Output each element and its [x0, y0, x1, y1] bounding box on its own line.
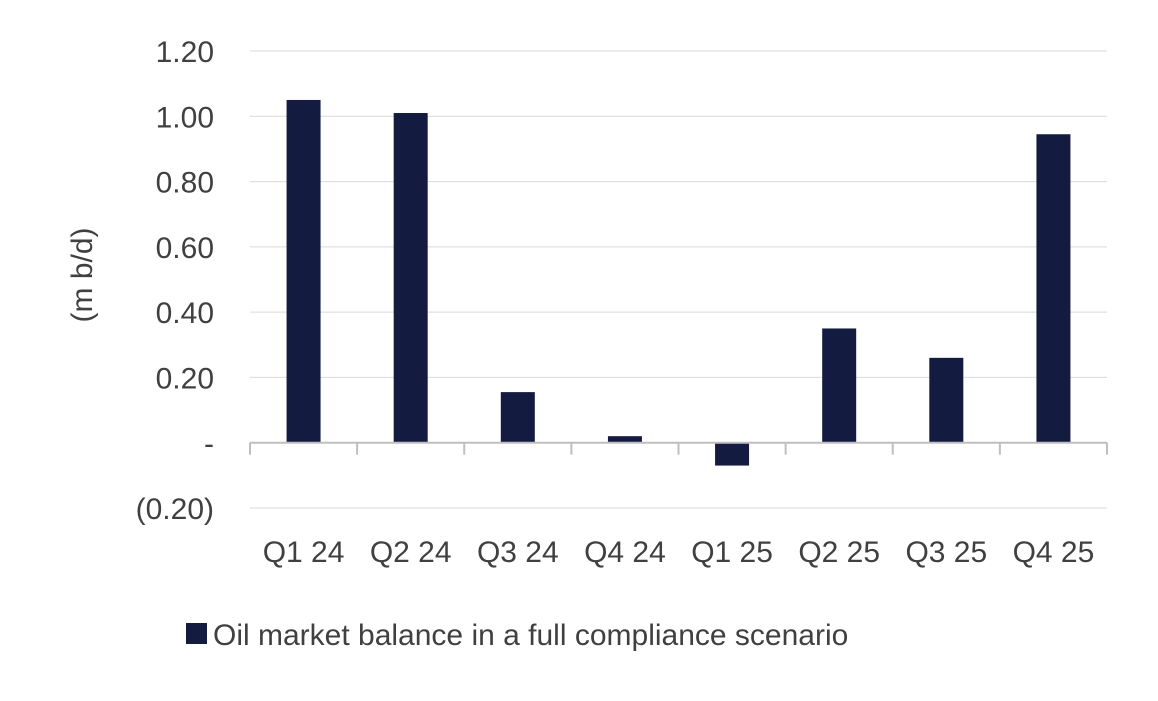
bar-q2-25	[822, 328, 857, 443]
x-tick-label: Q3 24	[477, 536, 559, 569]
y-tick-label: 1.20	[156, 36, 214, 69]
bar-q3-25	[929, 357, 964, 443]
y-tick-label: 0.60	[156, 232, 214, 265]
bar-q3-24	[500, 392, 535, 443]
y-tick-label: 1.00	[156, 101, 214, 134]
x-tick-label: Q1 25	[691, 536, 773, 569]
y-tick-label: 0.40	[156, 297, 214, 330]
y-tick-label: 0.80	[156, 167, 214, 200]
bar-q2-24	[393, 113, 428, 443]
x-tick-label: Q3 25	[905, 536, 987, 569]
x-axis	[249, 441, 1108, 455]
x-tick-labels: Q1 24 Q2 24 Q3 24 Q4 24 Q1 25 Q2 25 Q3 25 Q4 25	[263, 536, 1095, 569]
y-tick-label: (0.20)	[136, 493, 214, 526]
bar-q4-25	[1036, 134, 1071, 443]
x-tick-label: Q2 24	[370, 536, 452, 569]
bars	[286, 99, 1071, 466]
y-tick-label: 0.20	[156, 362, 214, 395]
x-tick-label: Q4 24	[584, 536, 666, 569]
y-tick-labels: (0.20) - 0.20 0.40 0.60 0.80 1.00 1.20	[136, 36, 214, 526]
bar-q1-24	[286, 99, 321, 443]
y-axis-title: (m b/d)	[66, 227, 99, 322]
legend: Oil market balance in a full compliance …	[186, 619, 848, 652]
y-tick-label: -	[204, 428, 214, 461]
legend-swatch	[186, 623, 207, 644]
x-tick-label: Q2 25	[798, 536, 880, 569]
gridlines	[250, 50, 1107, 509]
bar-q1-25	[715, 442, 750, 466]
legend-label: Oil market balance in a full compliance …	[213, 619, 848, 652]
x-tick-label: Q1 24	[263, 536, 345, 569]
x-tick-label: Q4 25	[1013, 536, 1095, 569]
bar-q4-24	[607, 436, 642, 443]
